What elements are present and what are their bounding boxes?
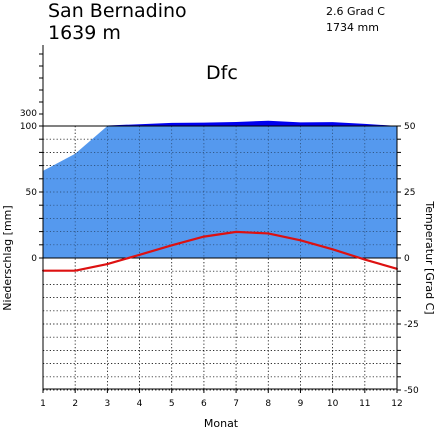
temperature-point (202, 235, 205, 238)
temperature-point (299, 239, 302, 242)
x-tick-label: 12 (391, 399, 402, 409)
climate-class: Dfc (206, 62, 238, 84)
y-right-tick-label: -25 (404, 320, 419, 330)
temperature-point (138, 253, 141, 256)
y-axis-right-title: Temperatur [Grad C] (423, 200, 436, 314)
annual-precipitation: 1734 mm (326, 21, 379, 34)
temperature-line-layer (42, 230, 398, 272)
temperature-point (267, 232, 270, 235)
x-tick-label: 9 (298, 399, 304, 409)
y-right-tick-label: 0 (404, 254, 410, 264)
x-tick-label: 4 (137, 399, 143, 409)
x-tick-label: 2 (72, 399, 78, 409)
temperature-point (331, 248, 334, 251)
y-left-tick-label: 50 (26, 188, 38, 198)
x-tick-label: 11 (359, 399, 370, 409)
station-name: San Bernadino (48, 0, 187, 22)
x-tick-label: 7 (233, 399, 239, 409)
x-tick-label: 10 (327, 399, 339, 409)
x-tick-label: 3 (104, 399, 110, 409)
precipitation-excess-area (43, 120, 397, 126)
y-left-tick-label: 0 (31, 254, 37, 264)
temperature-point (74, 269, 77, 272)
y-axis-left-title: Niederschlag [mm] (1, 205, 14, 310)
x-tick-label: 8 (265, 399, 271, 409)
x-axis-title: Monat (204, 417, 239, 430)
station-elevation: 1639 m (48, 22, 121, 44)
y-left-tick-label: 300 (20, 109, 37, 119)
mean-temperature: 2.6 Grad C (326, 5, 385, 18)
x-tick-label: 1 (40, 399, 46, 409)
x-tick-label: 5 (169, 399, 175, 409)
y-left-tick-label: 100 (20, 122, 37, 132)
temperature-point (106, 263, 109, 266)
grid-overlay-layer (42, 125, 398, 391)
precipitation-area-layer (43, 120, 397, 258)
y-right-tick-label: 50 (404, 122, 416, 132)
temperature-point (170, 244, 173, 247)
temperature-point (235, 230, 238, 233)
y-right-tick-label: -50 (404, 386, 419, 396)
temperature-line (43, 230, 398, 272)
temperature-point (363, 258, 366, 261)
x-tick-label: 6 (201, 399, 207, 409)
y-right-tick-label: 25 (404, 188, 415, 198)
